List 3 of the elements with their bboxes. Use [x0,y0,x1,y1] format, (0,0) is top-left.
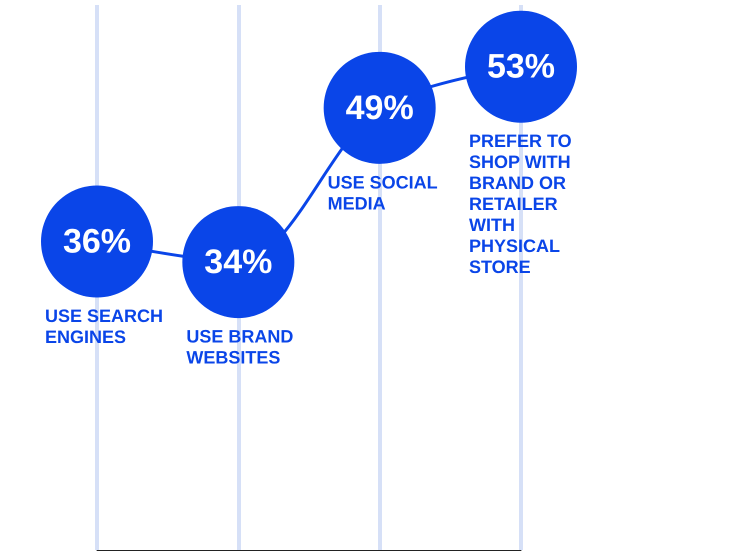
data-label: 53% [486,48,556,86]
text: USE SEARCH ENGINES [45,306,168,348]
text: USE BRAND WEBSITES [186,326,298,368]
